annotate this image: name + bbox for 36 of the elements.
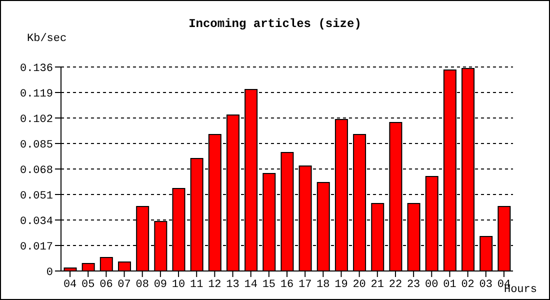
x-tick-label: 06 <box>100 278 113 291</box>
x-tick-label: 16 <box>280 278 294 291</box>
x-tick-label: 08 <box>136 278 149 291</box>
y-tick-label: 0.085 <box>20 139 53 152</box>
x-tick-label: 10 <box>172 278 186 291</box>
x-tick-label: 02 <box>461 278 474 291</box>
x-tick-label: 20 <box>352 278 366 291</box>
y-tick-label: 0.136 <box>20 62 53 75</box>
y-tick-label: 0.034 <box>20 216 54 228</box>
y-tick-label: 0.017 <box>20 241 53 254</box>
x-tick-label: 18 <box>316 278 330 291</box>
x-tick-label: 05 <box>82 278 95 291</box>
x-tick-label: 19 <box>334 278 348 291</box>
x-tick-label: 15 <box>262 278 276 291</box>
x-tick-label: 12 <box>208 278 222 291</box>
y-axis-title: Kb/sec <box>27 33 67 45</box>
y-tick-label: 0.068 <box>20 164 53 177</box>
x-tick-label: 22 <box>388 278 402 291</box>
x-tick-label: 13 <box>226 278 240 291</box>
x-tick-label: 14 <box>244 278 258 291</box>
y-tick-label: 0 <box>46 266 53 279</box>
x-tick-label: 17 <box>298 278 312 291</box>
x-tick-label: 09 <box>154 278 168 291</box>
x-tick-label: 04 <box>63 278 78 291</box>
y-tick-label: 0.119 <box>20 88 53 100</box>
y-tick-label: 0.102 <box>20 114 53 126</box>
x-tick-label: 07 <box>118 278 131 291</box>
chart-title: Incoming articles (size) <box>188 17 362 31</box>
x-tick-label: 23 <box>406 278 420 291</box>
x-axis-title: Hours <box>504 284 537 296</box>
x-tick-label: 11 <box>190 278 204 291</box>
y-tick-label: 0.051 <box>20 190 54 202</box>
x-tick-label: 00 <box>425 278 438 291</box>
x-tick-label: 03 <box>479 278 492 291</box>
x-tick-label: 01 <box>443 278 457 291</box>
x-tick-label: 21 <box>370 278 384 291</box>
